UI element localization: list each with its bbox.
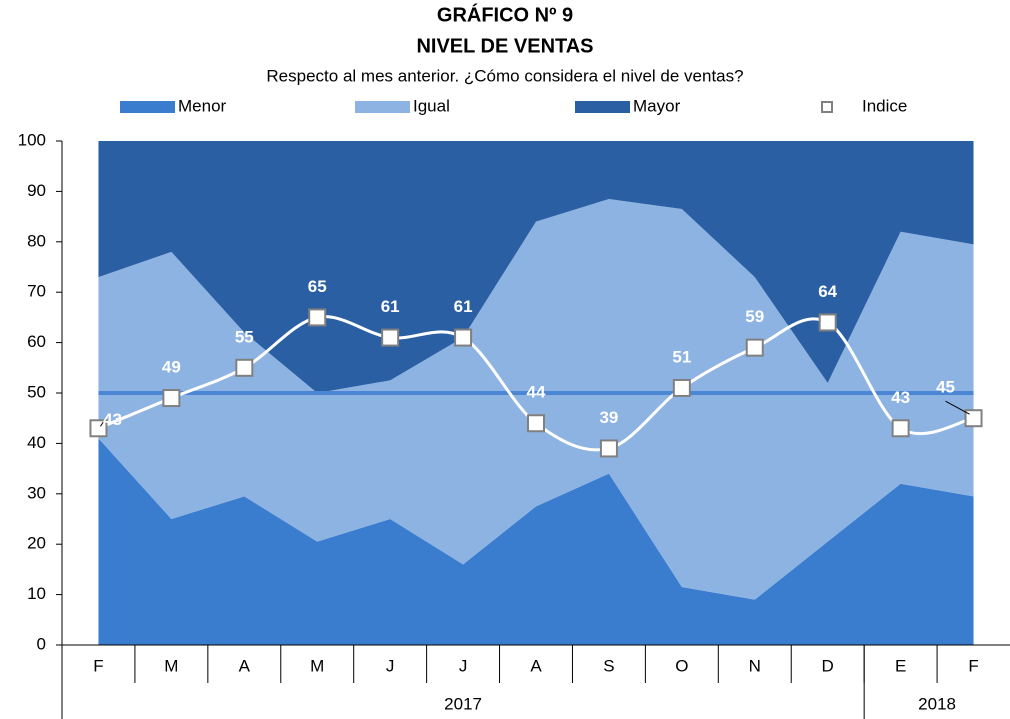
area [98, 141, 974, 393]
legend-swatch [120, 101, 175, 113]
data-label: 39 [599, 408, 618, 427]
data-label: 45 [936, 378, 955, 397]
leader-line [100, 414, 109, 427]
chart-subtitle: NIVEL DE VENTAS [416, 35, 593, 57]
y-tick-label: 0 [37, 634, 46, 653]
index-marker [381, 328, 400, 347]
index-marker [599, 439, 618, 458]
x-tick-label: A [239, 656, 251, 675]
data-label: 51 [672, 347, 691, 366]
x-tick-label: E [895, 656, 906, 675]
area [98, 438, 974, 645]
x-tick-label: M [164, 656, 178, 675]
index-marker [162, 389, 181, 408]
data-label: 49 [162, 358, 181, 377]
data-label: 61 [381, 297, 400, 316]
data-label: 55 [235, 327, 254, 346]
x-tick-label: F [93, 656, 103, 675]
y-tick-label: 80 [27, 231, 46, 250]
index-marker [308, 308, 327, 327]
legend-label: Igual [413, 96, 450, 115]
data-label: 44 [527, 383, 546, 402]
year-label: 2017 [444, 694, 482, 713]
y-tick-label: 70 [27, 282, 46, 301]
data-label: 64 [818, 282, 837, 301]
y-tick-label: 40 [27, 433, 46, 452]
index-marker [964, 409, 983, 428]
data-label: 43 [891, 388, 910, 407]
y-tick-label: 30 [27, 483, 46, 502]
index-marker [89, 419, 108, 438]
leader-line [945, 400, 970, 415]
x-tick-label: A [530, 656, 542, 675]
x-tick-label: N [749, 656, 761, 675]
legend-swatch [575, 101, 630, 113]
index-marker [527, 414, 545, 433]
x-tick-label: D [822, 656, 834, 675]
data-label: 65 [308, 277, 327, 296]
y-tick-label: 90 [27, 181, 46, 200]
x-tick-label: J [386, 656, 395, 675]
index-marker [745, 338, 764, 357]
index-marker [818, 313, 837, 332]
x-tick-label: M [310, 656, 324, 675]
index-marker [235, 358, 254, 377]
area [98, 198, 974, 600]
data-label: 61 [454, 297, 473, 316]
x-tick-label: O [675, 656, 688, 675]
y-tick-label: 60 [27, 332, 46, 351]
y-tick-label: 50 [27, 382, 46, 401]
index-marker [454, 328, 473, 347]
legend-swatch [355, 101, 410, 113]
x-tick-label: S [603, 656, 614, 675]
legend-marker [821, 101, 833, 113]
x-tick-label: F [968, 656, 978, 675]
y-tick-label: 100 [18, 130, 46, 149]
index-marker [891, 419, 910, 438]
data-label: 59 [745, 307, 764, 326]
year-label: 2018 [918, 694, 956, 713]
legend-label: Mayor [633, 96, 681, 115]
legend-label: Indice [862, 96, 907, 115]
chart-title: GRÁFICO Nº 9 [437, 3, 573, 26]
y-tick-label: 10 [27, 584, 46, 603]
legend-label: Menor [178, 96, 227, 115]
index-marker [672, 378, 691, 397]
x-tick-label: J [459, 656, 468, 675]
chart-caption: Respecto al mes anterior. ¿Cómo consider… [266, 66, 743, 85]
data-label: 43 [103, 410, 122, 429]
y-tick-label: 20 [27, 534, 46, 553]
